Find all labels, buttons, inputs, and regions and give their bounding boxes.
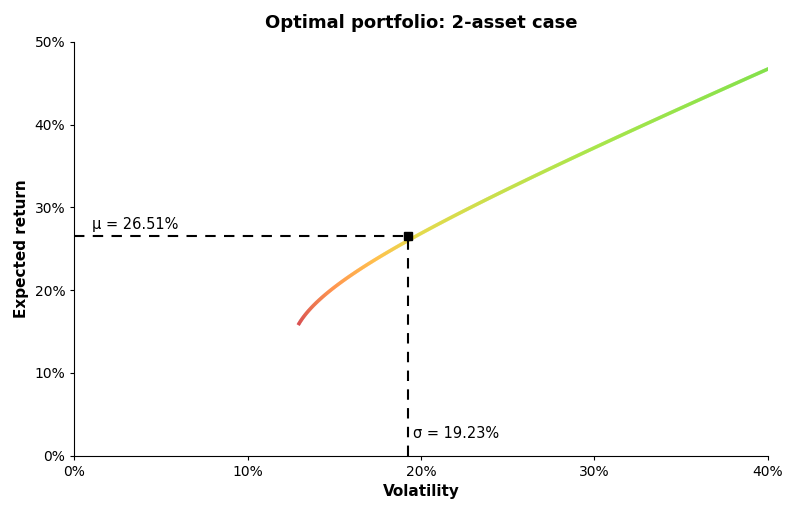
Text: σ = 19.23%: σ = 19.23% (413, 426, 499, 441)
Text: μ = 26.51%: μ = 26.51% (92, 217, 178, 232)
X-axis label: Volatility: Volatility (383, 484, 459, 499)
Y-axis label: Expected return: Expected return (14, 179, 29, 318)
Title: Optimal portfolio: 2-asset case: Optimal portfolio: 2-asset case (265, 14, 577, 32)
